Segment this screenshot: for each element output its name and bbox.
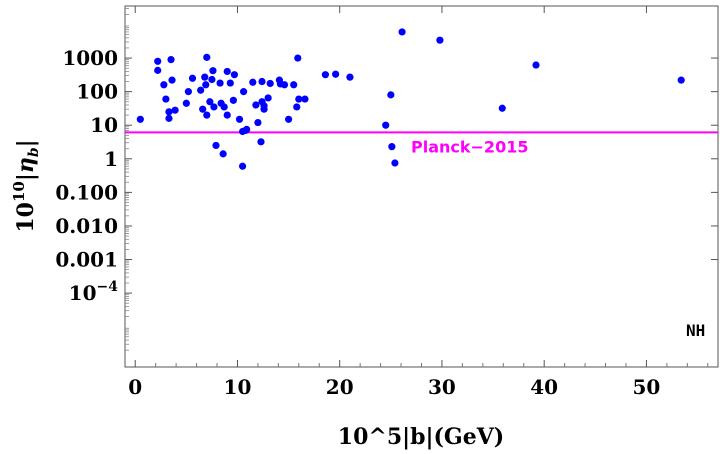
y-tick-label: 1 [104, 147, 118, 171]
data-point [136, 115, 144, 123]
data-point [235, 115, 244, 123]
data-point [382, 121, 390, 129]
reference-line-layer: Planck−2015 [125, 131, 718, 156]
data-point [388, 143, 396, 151]
plot-frame [124, 5, 719, 368]
data-point [398, 28, 406, 36]
data-point [295, 95, 303, 103]
data-points-layer [136, 28, 685, 170]
data-point [266, 79, 274, 88]
nh-annotation: NH [686, 321, 705, 340]
x-tick-label: 0 [128, 375, 142, 399]
data-point [229, 96, 237, 104]
x-axis-title: 10^5|b|(GeV) [338, 424, 504, 450]
data-point [301, 95, 309, 103]
data-point [220, 103, 228, 111]
data-point [188, 74, 197, 82]
data-point [294, 54, 302, 62]
data-point [230, 71, 238, 79]
data-point [290, 81, 298, 89]
data-point [203, 111, 211, 119]
data-point [264, 94, 272, 102]
data-point [223, 111, 231, 119]
x-tick-label: 50 [633, 375, 661, 399]
y-tick-label: 0.010 [55, 214, 118, 238]
x-tick-label: 40 [530, 375, 558, 399]
data-point [677, 76, 685, 84]
data-point [165, 114, 173, 122]
y-tick-label: 0.001 [55, 248, 118, 272]
data-point [219, 150, 227, 158]
data-point [238, 162, 247, 170]
data-point [197, 86, 205, 94]
y-tick-label: 0.100 [55, 180, 118, 204]
data-point [160, 81, 168, 89]
data-point [249, 78, 257, 86]
y-tick-label-power: 10−4 [69, 279, 119, 305]
data-point [203, 53, 211, 61]
data-point [243, 125, 251, 134]
x-tick-label: 10 [224, 375, 252, 399]
y-tick-label: 10 [90, 113, 118, 137]
data-point [202, 81, 210, 89]
data-point [154, 66, 162, 74]
planck-2015-label: Planck−2015 [411, 137, 528, 156]
data-point [258, 77, 266, 86]
y-axis-title: 1010|ηb| [10, 139, 42, 232]
data-point [260, 102, 268, 110]
data-point [171, 106, 179, 114]
data-point [257, 138, 265, 146]
data-point [165, 108, 173, 116]
data-point [167, 55, 175, 64]
data-point [154, 57, 162, 65]
data-point [162, 95, 170, 103]
data-point [201, 73, 209, 81]
data-point [223, 67, 231, 76]
data-point [240, 88, 248, 96]
data-point [212, 141, 220, 150]
y-tick-label: 100 [76, 80, 118, 104]
data-point [209, 67, 217, 75]
data-point [226, 79, 234, 87]
data-point [387, 91, 395, 99]
data-point [168, 76, 176, 84]
data-point [284, 115, 293, 123]
data-point [199, 105, 207, 113]
data-point [208, 75, 216, 84]
data-point [532, 61, 540, 69]
x-tick-label: 30 [428, 375, 456, 399]
data-point [280, 81, 289, 89]
data-point [391, 159, 399, 167]
x-tick-label: 20 [326, 375, 354, 399]
data-point [498, 104, 506, 112]
y-tick-label: 1000 [62, 46, 118, 70]
data-point [254, 118, 262, 127]
data-point [436, 36, 444, 44]
data-point [293, 103, 301, 111]
data-point [216, 79, 224, 87]
data-point [252, 101, 260, 109]
data-point [346, 73, 354, 81]
data-point [206, 98, 214, 106]
data-point [210, 103, 218, 111]
ticks-layer: 0 10 20 30 40 50 1000 100 10 1 0.100 0.010 0.001 10−4 [55, 6, 718, 399]
data-point [332, 70, 340, 78]
data-point [182, 99, 190, 107]
data-point [184, 88, 192, 96]
data-point [321, 71, 329, 79]
